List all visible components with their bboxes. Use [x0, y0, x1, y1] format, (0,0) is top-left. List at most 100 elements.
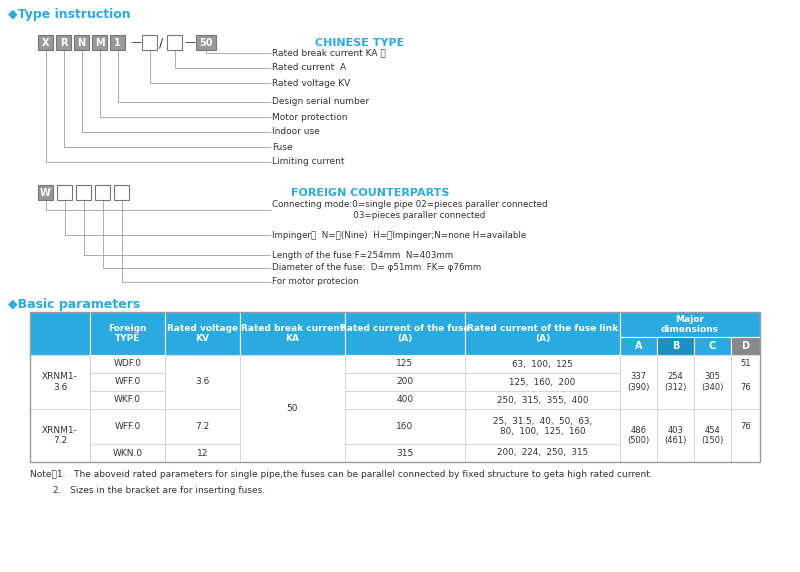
- Bar: [731, 337, 760, 355]
- Text: A: A: [634, 341, 642, 351]
- Text: Indoor use: Indoor use: [272, 128, 320, 137]
- Text: 7.2: 7.2: [195, 422, 210, 431]
- Text: /: /: [159, 36, 163, 49]
- Text: B: B: [672, 341, 679, 351]
- Bar: [345, 312, 465, 355]
- Bar: [694, 444, 731, 462]
- Bar: [90, 391, 165, 409]
- Bar: [90, 444, 165, 462]
- Bar: [240, 391, 345, 409]
- Bar: [465, 373, 620, 391]
- Bar: [165, 444, 240, 462]
- Bar: [30, 444, 90, 462]
- Bar: [620, 391, 657, 409]
- Bar: [95, 185, 110, 200]
- Bar: [620, 312, 760, 337]
- Bar: [620, 409, 657, 444]
- Bar: [30, 373, 90, 391]
- Text: N: N: [78, 38, 86, 47]
- Bar: [465, 444, 620, 462]
- Text: 200: 200: [397, 378, 414, 387]
- Text: ◆Type instruction: ◆Type instruction: [8, 8, 130, 21]
- Text: 76: 76: [740, 422, 751, 431]
- Text: 250,  315,  355,  400: 250, 315, 355, 400: [497, 395, 588, 404]
- Bar: [694, 355, 731, 409]
- Bar: [345, 409, 465, 444]
- Bar: [345, 373, 465, 391]
- Text: M: M: [94, 38, 104, 47]
- Bar: [731, 409, 760, 462]
- Text: CHINESE TYPE: CHINESE TYPE: [315, 38, 405, 47]
- Bar: [657, 355, 694, 373]
- Bar: [90, 409, 165, 444]
- Bar: [165, 373, 240, 391]
- Bar: [620, 337, 657, 355]
- Text: 160: 160: [396, 422, 414, 431]
- Text: Motor protection: Motor protection: [272, 113, 347, 121]
- Bar: [657, 391, 694, 409]
- Bar: [165, 312, 240, 355]
- Text: 200,  224,  250,  315: 200, 224, 250, 315: [497, 448, 588, 458]
- Bar: [240, 355, 345, 462]
- Bar: [74, 35, 89, 50]
- Bar: [196, 35, 216, 50]
- Bar: [165, 409, 240, 444]
- Text: Rated current  A: Rated current A: [272, 63, 346, 73]
- Text: 50: 50: [199, 38, 213, 47]
- Text: XRNM1-
3.6: XRNM1- 3.6: [42, 372, 78, 392]
- Bar: [694, 409, 731, 462]
- Text: 337
(390): 337 (390): [627, 372, 650, 392]
- Text: Major
dimensions: Major dimensions: [661, 315, 719, 334]
- Bar: [657, 337, 694, 355]
- Bar: [240, 373, 345, 391]
- Bar: [657, 409, 694, 444]
- Text: Connecting mode:0=single pipe 02=pieces paraller connected
       03=pieces para: Connecting mode:0=single pipe 02=pieces …: [272, 200, 548, 220]
- Text: 2.   Sizes in the bracket are for inserting fuses.: 2. Sizes in the bracket are for insertin…: [30, 486, 265, 495]
- Bar: [38, 185, 53, 200]
- Bar: [345, 355, 465, 373]
- Bar: [142, 35, 157, 50]
- Text: Limiting current: Limiting current: [272, 157, 345, 166]
- Text: WKN.0: WKN.0: [113, 448, 142, 458]
- Bar: [240, 312, 345, 355]
- Bar: [110, 35, 125, 50]
- Bar: [694, 409, 731, 444]
- Text: WDF.0: WDF.0: [114, 359, 142, 368]
- Bar: [90, 355, 165, 373]
- Text: 454
(150): 454 (150): [702, 426, 724, 445]
- Bar: [30, 391, 90, 409]
- Text: W: W: [40, 188, 51, 197]
- Bar: [167, 35, 182, 50]
- Text: Rated voltage KV: Rated voltage KV: [272, 78, 350, 88]
- Text: 125,  160,  200: 125, 160, 200: [510, 378, 576, 387]
- Text: Note：1.   The aboveid rated parameters for single pipe,the fuses can be parallel: Note：1. The aboveid rated parameters for…: [30, 470, 653, 479]
- Bar: [657, 444, 694, 462]
- Bar: [694, 391, 731, 409]
- Bar: [114, 185, 129, 200]
- Bar: [465, 312, 620, 355]
- Text: C: C: [709, 341, 716, 351]
- Bar: [694, 337, 731, 355]
- Bar: [30, 312, 90, 355]
- Text: WFF.0: WFF.0: [114, 422, 141, 431]
- Text: Rated break current KA ；: Rated break current KA ；: [272, 49, 386, 58]
- Text: 315: 315: [396, 448, 414, 458]
- Bar: [30, 312, 760, 462]
- Text: Length of the fuse:F=254mm  N=403mm: Length of the fuse:F=254mm N=403mm: [272, 251, 454, 260]
- Bar: [620, 355, 657, 373]
- Bar: [731, 355, 760, 409]
- Bar: [38, 35, 53, 50]
- Bar: [76, 185, 91, 200]
- Bar: [731, 444, 760, 462]
- Text: X: X: [42, 38, 50, 47]
- Text: 305
(340): 305 (340): [702, 372, 724, 392]
- Text: D: D: [742, 341, 750, 351]
- Bar: [694, 355, 731, 373]
- Text: 486
(500): 486 (500): [627, 426, 650, 445]
- Text: XRNM1-
7.2: XRNM1- 7.2: [42, 426, 78, 445]
- Bar: [30, 409, 90, 462]
- Text: 125: 125: [397, 359, 414, 368]
- Bar: [731, 409, 760, 444]
- Text: Design serial number: Design serial number: [272, 97, 369, 106]
- Text: 1: 1: [114, 38, 121, 47]
